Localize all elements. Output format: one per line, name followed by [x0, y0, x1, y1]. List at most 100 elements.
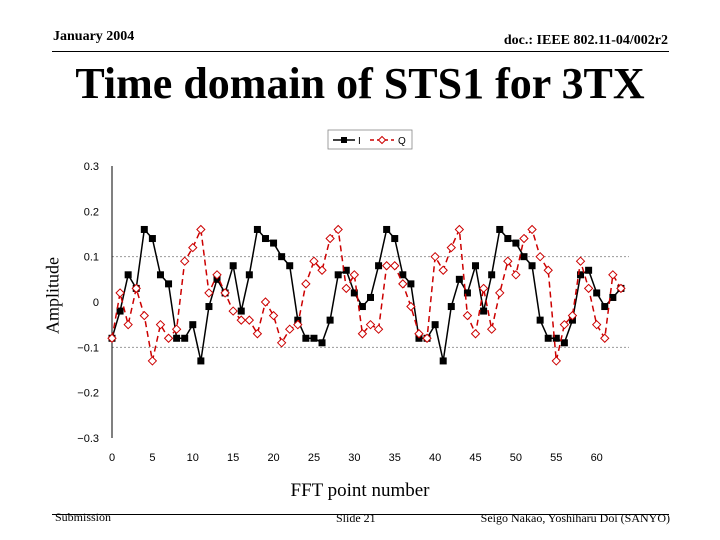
footer-authors: Seigo Nakao, Yoshiharu Doi (SANYO) — [480, 511, 670, 525]
data-point-q — [583, 283, 594, 294]
x-tick-label: 20 — [267, 452, 279, 464]
data-point-q — [543, 265, 553, 275]
y-tick-label: −0.2 — [77, 388, 99, 400]
x-tick-label: 35 — [389, 452, 401, 464]
data-point-i — [399, 271, 407, 279]
data-point-i — [560, 339, 568, 347]
data-point-q — [381, 261, 392, 271]
x-tick-label: 40 — [429, 452, 441, 464]
data-point-i — [229, 262, 237, 270]
data-point-q — [301, 279, 311, 289]
data-point-i — [439, 357, 447, 365]
data-point-i — [245, 271, 253, 279]
data-point-i — [488, 271, 496, 279]
data-point-q — [430, 251, 440, 262]
legend-label-i: I — [358, 136, 361, 147]
data-point-q — [591, 319, 602, 330]
data-point-q — [446, 242, 456, 253]
data-point-q — [365, 319, 376, 330]
data-point-q — [575, 256, 586, 266]
data-point-q — [293, 319, 303, 330]
data-point-i — [156, 271, 164, 279]
x-tick-label: 45 — [469, 452, 481, 464]
data-point-q — [317, 265, 327, 275]
data-point-i — [447, 303, 455, 311]
data-point-i — [577, 271, 585, 279]
data-point-i — [342, 266, 350, 274]
y-axis-label: Amplitude — [42, 257, 63, 334]
x-tick-label: 30 — [348, 452, 360, 464]
data-point-i — [407, 280, 415, 288]
data-point-i — [601, 303, 609, 311]
data-point-i — [609, 293, 617, 301]
header-date: January 2004 — [53, 29, 135, 44]
data-point-q — [155, 319, 166, 330]
data-point-q — [608, 270, 618, 280]
data-point-q — [600, 333, 610, 343]
data-point-q — [422, 333, 432, 343]
legend-label-q: Q — [398, 136, 406, 147]
footer-submission: Submission — [55, 510, 112, 524]
data-point-i — [148, 235, 156, 243]
footer-rule — [52, 514, 669, 515]
data-point-q — [535, 251, 545, 262]
data-point-i — [367, 293, 374, 301]
data-point-q — [349, 270, 360, 280]
data-point-q — [228, 306, 238, 316]
data-point-q — [276, 338, 287, 348]
data-point-q — [309, 256, 319, 266]
data-point-q — [357, 329, 368, 339]
slide-title: Time domain of STS1 for 3TX — [75, 59, 645, 108]
data-point-i — [237, 307, 245, 315]
header-doc-id: doc.: IEEE 802.11-04/002r2 — [503, 33, 668, 48]
header-rule — [52, 51, 669, 52]
data-point-q — [244, 315, 255, 325]
data-point-q — [341, 283, 351, 294]
data-point-q — [503, 256, 513, 266]
data-point-q — [204, 288, 214, 298]
data-point-q — [454, 224, 465, 235]
x-tick-label: 15 — [227, 452, 239, 464]
data-point-i — [181, 334, 189, 342]
data-point-i — [124, 271, 132, 279]
data-point-i — [552, 334, 560, 342]
data-point-i — [593, 289, 601, 297]
data-point-q — [495, 288, 505, 298]
data-point-q — [285, 324, 295, 334]
data-point-q — [333, 224, 343, 235]
data-point-i — [463, 289, 471, 297]
data-point-i — [205, 303, 213, 311]
legend-marker-i — [341, 137, 347, 143]
data-point-q — [139, 310, 150, 321]
y-tick-label: 0 — [93, 297, 99, 309]
data-point-i — [375, 262, 383, 270]
data-point-i — [431, 321, 439, 329]
data-point-i — [173, 334, 181, 342]
data-point-q — [519, 233, 529, 244]
data-point-i — [270, 239, 278, 247]
data-point-q — [478, 283, 489, 294]
data-point-i — [455, 275, 463, 283]
data-point-i — [310, 334, 318, 342]
x-tick-label: 60 — [591, 452, 603, 464]
data-point-i — [512, 239, 520, 247]
data-point-q — [188, 242, 198, 253]
data-point-q — [527, 224, 537, 235]
data-point-i — [480, 307, 488, 315]
data-point-i — [261, 235, 269, 243]
data-point-i — [383, 225, 391, 233]
data-point-q — [260, 297, 271, 307]
y-tick-label: 0.2 — [84, 206, 99, 218]
data-point-i — [334, 271, 342, 279]
data-point-q — [398, 279, 408, 289]
y-tick-label: 0.3 — [84, 161, 99, 173]
data-point-q — [325, 233, 335, 244]
data-point-q — [252, 329, 263, 339]
data-point-q — [438, 265, 448, 275]
x-tick-label: 5 — [149, 452, 155, 464]
data-point-i — [536, 316, 544, 324]
data-point-i — [496, 225, 504, 233]
data-point-q — [147, 356, 158, 366]
chart-axes: 0.3 0.2 0.1 0 −0.1 −0.2 −0.3 0 5 10 15 20 25 30 35 40 45… — [77, 161, 603, 464]
